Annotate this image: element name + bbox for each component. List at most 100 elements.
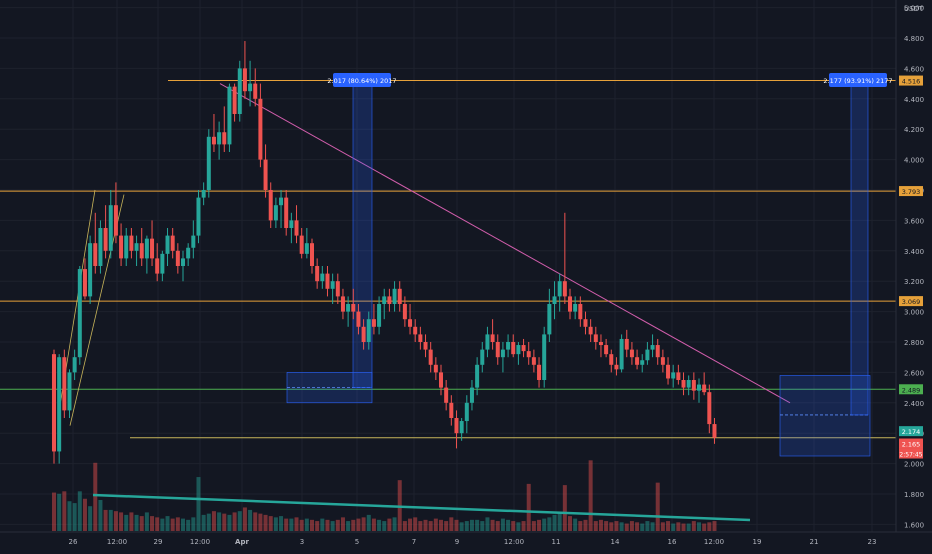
x-tick-label: 5 (355, 538, 359, 546)
candle-body (542, 334, 547, 380)
volume-bar (676, 522, 681, 531)
descending-trendline (219, 83, 791, 404)
candle-body (702, 384, 707, 393)
volume-bar (500, 518, 505, 531)
volume-bar (604, 521, 609, 531)
x-tick-label: 26 (69, 538, 78, 546)
volume-bar (593, 521, 598, 531)
candle-body (186, 247, 191, 259)
volume-bar (480, 521, 485, 531)
volume-bar (155, 517, 160, 531)
volume-bar (108, 509, 113, 531)
volume-bar (490, 519, 495, 531)
candle-body (160, 253, 165, 274)
candle-body (449, 402, 454, 418)
volume-bar (279, 516, 284, 531)
candle-body (655, 345, 660, 358)
candle-body (119, 235, 124, 259)
volume-bar (568, 516, 572, 531)
y-tick-label: 1.800 (904, 491, 924, 499)
volume-bar (485, 517, 490, 531)
candle-body (227, 86, 232, 145)
y-tick-label: 2.000 (904, 461, 924, 469)
candle-body (320, 273, 325, 282)
x-tick-label: 12:00 (704, 538, 724, 546)
volume-bar (165, 516, 170, 531)
level-price-tag (899, 186, 923, 197)
volume-bar (263, 514, 268, 531)
volume-bar (609, 522, 614, 531)
volume-bar (469, 519, 474, 531)
y-tick-label: 2.400 (904, 400, 924, 408)
y-tick-label: 4.400 (904, 96, 924, 104)
volume-bar (408, 518, 413, 531)
volume-bar (552, 514, 557, 531)
candlesticks (52, 41, 717, 464)
candle-body (439, 372, 443, 388)
volume-bar (196, 477, 201, 531)
level-price-tag (899, 384, 923, 395)
volume-bar (371, 518, 376, 531)
volume-bar (382, 521, 387, 531)
volume-bar (93, 462, 98, 531)
candle-body (77, 269, 82, 358)
candle-body (480, 349, 485, 365)
candle-body (583, 319, 588, 327)
candle-body (464, 402, 469, 422)
volume-bar (454, 519, 459, 531)
volume-bar (614, 521, 619, 531)
volume-bar (573, 518, 578, 531)
volume-bar (88, 506, 93, 531)
candle-body (57, 357, 62, 452)
y-tick-label: 1.600 (904, 521, 924, 529)
volume-bar (258, 513, 263, 531)
volume-bar (150, 516, 155, 531)
candle-body (598, 342, 603, 346)
y-tick-label: 3.200 (904, 278, 924, 286)
candle-body (686, 380, 691, 388)
y-tick-label: 4.800 (904, 35, 924, 43)
candle-body (144, 238, 149, 259)
candle-body (206, 136, 211, 190)
volume-bar (351, 519, 356, 531)
volume-bar (124, 514, 129, 531)
candle-body (516, 345, 521, 355)
candle-body (258, 98, 263, 160)
candle-body (139, 243, 144, 259)
candle-body (418, 334, 423, 342)
price-axis: USDT 1.6001.8002.0002.2002.4002.6002.800… (895, 0, 932, 532)
volume-bar (356, 518, 361, 531)
volume-bar (433, 518, 438, 531)
candle-body (299, 235, 304, 254)
volume-bar (103, 509, 108, 531)
countdown-tag (899, 448, 923, 459)
current-price-label: 2.174 (902, 428, 921, 436)
candle-body (676, 372, 681, 380)
candle-body (691, 380, 696, 391)
candle-body (459, 421, 464, 434)
volume-bar (113, 511, 118, 531)
volume-bar (57, 493, 62, 531)
drawing-annotations: 2.017 (80.64%) 2017 2.177 (93.91%) 2177 (0, 73, 896, 522)
candle-body (666, 364, 671, 379)
level-price-label: 4.516 (902, 78, 921, 86)
candle-body (568, 296, 572, 312)
volume-bar (387, 518, 392, 531)
candle-body (444, 387, 449, 403)
candle-body (170, 235, 175, 251)
volume-bar (299, 519, 304, 531)
candle-body (413, 326, 418, 335)
level-price-label: 2.489 (902, 386, 921, 394)
candle-body (397, 288, 402, 304)
currency-label: USDT (904, 5, 924, 13)
volume-bar (650, 522, 655, 531)
candle-body (366, 319, 371, 342)
x-tick-label: 23 (868, 538, 877, 546)
candle-body (279, 197, 284, 206)
volume-bar (201, 514, 206, 531)
candle-body (640, 360, 645, 365)
candle-body (196, 197, 201, 236)
volume-bar (191, 517, 196, 531)
